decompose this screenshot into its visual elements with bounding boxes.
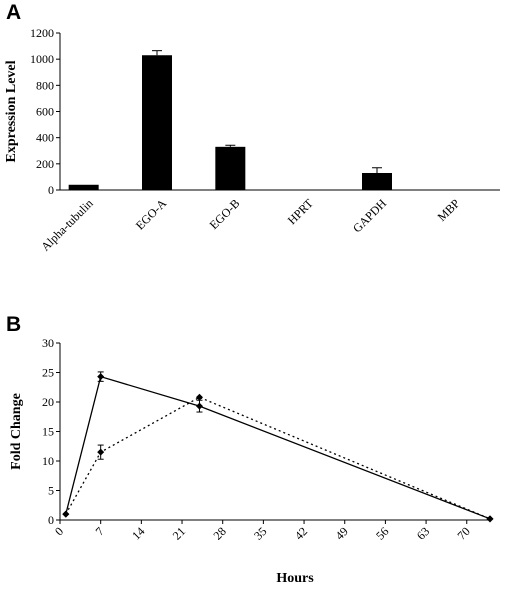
- y-tick-label: 1000: [30, 52, 54, 66]
- y-axis-title: Expression Level: [4, 60, 19, 162]
- y-tick-label: 400: [36, 131, 54, 145]
- data-point-dotted: [97, 448, 105, 456]
- y-tick-label: 25: [42, 366, 54, 380]
- x-tick-label: 42: [292, 524, 310, 542]
- data-point-dotted: [62, 510, 70, 518]
- bar-ego-a: [142, 55, 172, 190]
- x-tick-label: 7: [93, 524, 107, 538]
- x-axis-title: Hours: [276, 571, 314, 586]
- x-tick-label: 49: [332, 524, 350, 542]
- x-tick-label: 35: [251, 524, 269, 542]
- y-tick-label: 600: [36, 105, 54, 119]
- x-tick-label: 21: [170, 524, 188, 542]
- y-tick-label: 200: [36, 157, 54, 171]
- series-line-dotted: [65, 396, 491, 520]
- y-tick-label: 30: [42, 336, 54, 350]
- y-tick-label: 10: [42, 454, 54, 468]
- panel-label-a: A: [6, 1, 22, 24]
- data-point-solid: [97, 373, 105, 381]
- y-tick-label: 1200: [30, 26, 54, 40]
- data-point-solid: [195, 402, 203, 410]
- y-tick-label: 15: [42, 425, 54, 439]
- bar-alpha-tubulin: [68, 184, 99, 190]
- x-tick-label: 56: [373, 524, 391, 542]
- x-tick-label: 28: [210, 524, 228, 542]
- y-tick-label: 20: [42, 395, 54, 409]
- bar-gapdh: [362, 172, 392, 190]
- bar-ego-b: [215, 146, 246, 190]
- panel-label-b: B: [6, 313, 22, 336]
- x-tick-label: 14: [129, 524, 147, 542]
- data-point-dotted: [486, 515, 494, 523]
- y-tick-label: 800: [36, 78, 54, 92]
- series-line-solid: [65, 375, 491, 520]
- y-tick-label: 5: [48, 484, 54, 498]
- x-tick-label: 0: [52, 524, 66, 538]
- x-tick-label: 63: [414, 524, 432, 542]
- y-axis-title: Fold Change: [9, 393, 24, 470]
- y-tick-label: 0: [48, 183, 54, 197]
- x-tick-label: 70: [454, 524, 472, 542]
- data-point-dotted: [195, 393, 203, 401]
- y-tick-label: 0: [48, 513, 54, 527]
